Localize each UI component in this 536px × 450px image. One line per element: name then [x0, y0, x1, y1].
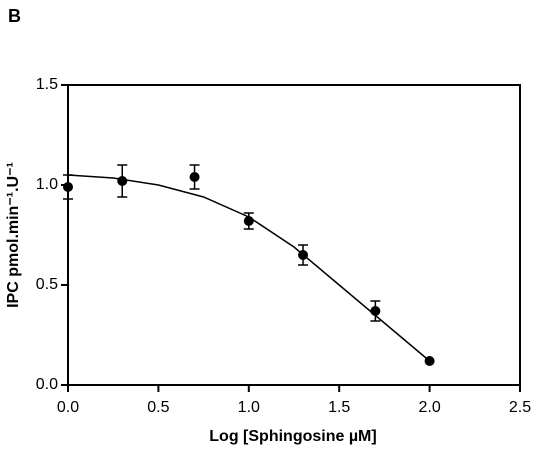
x-tick-label: 0.0 [57, 399, 79, 416]
data-point [117, 176, 128, 186]
x-tick-label: 2.5 [509, 399, 531, 416]
y-tick-label: 1.0 [36, 176, 58, 193]
x-tick-label: 0.5 [147, 399, 169, 416]
x-tick-label: 2.0 [418, 399, 440, 416]
x-tick-label: 1.0 [238, 399, 260, 416]
x-tick-label: 1.5 [328, 399, 350, 416]
y-tick-label: 1.5 [36, 76, 58, 93]
plot-frame [67, 84, 521, 386]
fit-curve [67, 174, 431, 362]
y-tick-label: 0.5 [36, 276, 58, 293]
y-axis-label: IPC pmol.min⁻¹.U⁻¹ [5, 162, 22, 308]
data-point [189, 172, 200, 182]
data-point [63, 182, 73, 192]
y-tick-label: 0.0 [36, 376, 58, 393]
x-axis-label: Log [Sphingosine µM] [209, 428, 376, 445]
panel-label: B [8, 6, 21, 26]
